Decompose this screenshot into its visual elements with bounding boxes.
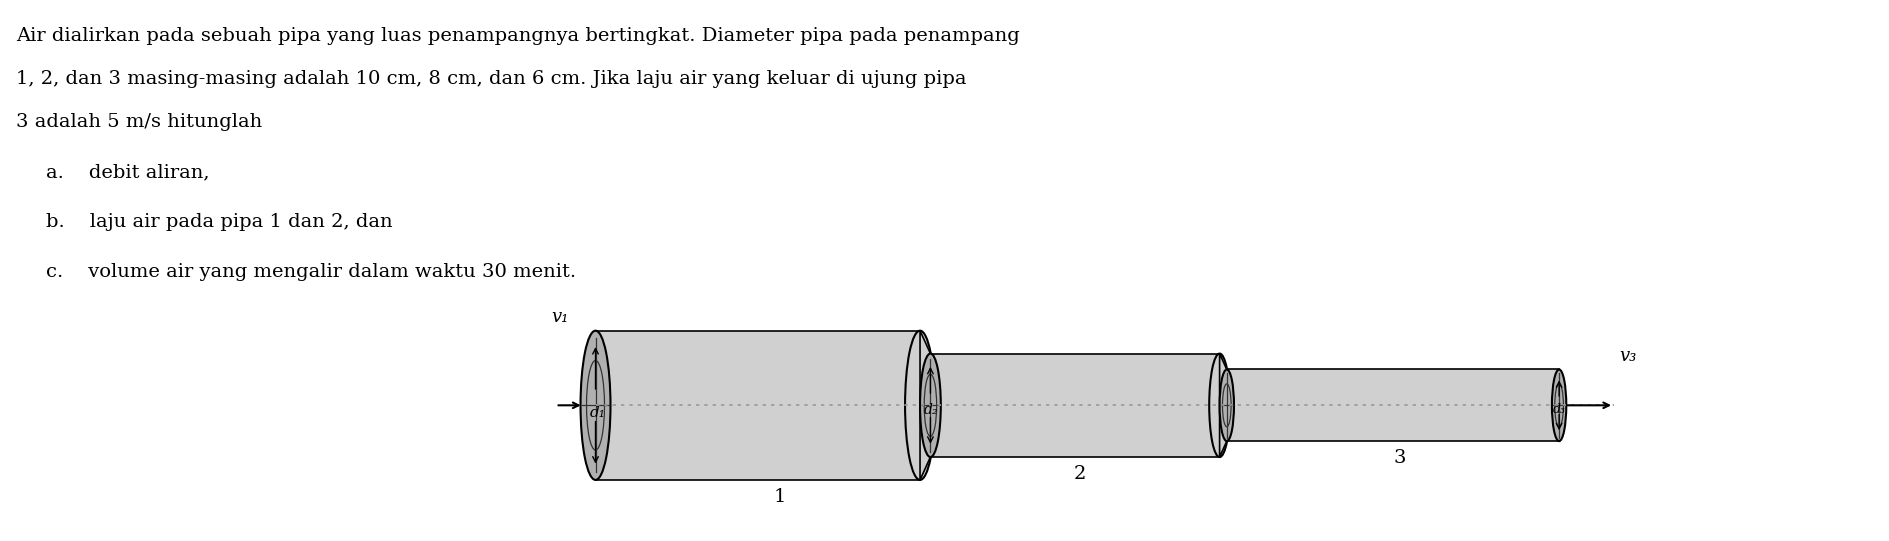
Polygon shape [595, 331, 920, 480]
Text: a.    debit aliran,: a. debit aliran, [47, 163, 210, 182]
Text: b.    laju air pada pipa 1 dan 2, dan: b. laju air pada pipa 1 dan 2, dan [47, 213, 393, 232]
Text: c.    volume air yang mengalir dalam waktu 30 menit.: c. volume air yang mengalir dalam waktu … [47, 263, 576, 281]
Text: d₃: d₃ [1551, 403, 1564, 416]
Text: v₃: v₃ [1619, 347, 1636, 365]
Text: v₁: v₁ [552, 308, 569, 326]
Ellipse shape [580, 331, 610, 480]
Text: d₁: d₁ [589, 406, 604, 420]
Text: 2: 2 [1073, 465, 1086, 483]
Text: Air dialirkan pada sebuah pipa yang luas penampangnya bertingkat. Diameter pipa : Air dialirkan pada sebuah pipa yang luas… [17, 27, 1020, 45]
Text: d₂: d₂ [924, 403, 939, 417]
Text: 1: 1 [774, 488, 786, 506]
Polygon shape [920, 331, 929, 480]
Ellipse shape [1551, 370, 1566, 441]
Polygon shape [1218, 354, 1226, 457]
Polygon shape [1226, 370, 1558, 441]
Ellipse shape [905, 331, 935, 480]
Polygon shape [929, 354, 1218, 457]
Ellipse shape [920, 354, 941, 457]
Text: 3: 3 [1392, 449, 1405, 467]
Ellipse shape [1218, 370, 1234, 441]
Text: 1, 2, dan 3 masing-masing adalah 10 cm, 8 cm, dan 6 cm. Jika laju air yang kelua: 1, 2, dan 3 masing-masing adalah 10 cm, … [17, 70, 967, 88]
Text: 3 adalah 5 m/s hitunglah: 3 adalah 5 m/s hitunglah [17, 113, 263, 131]
Ellipse shape [1209, 354, 1230, 457]
